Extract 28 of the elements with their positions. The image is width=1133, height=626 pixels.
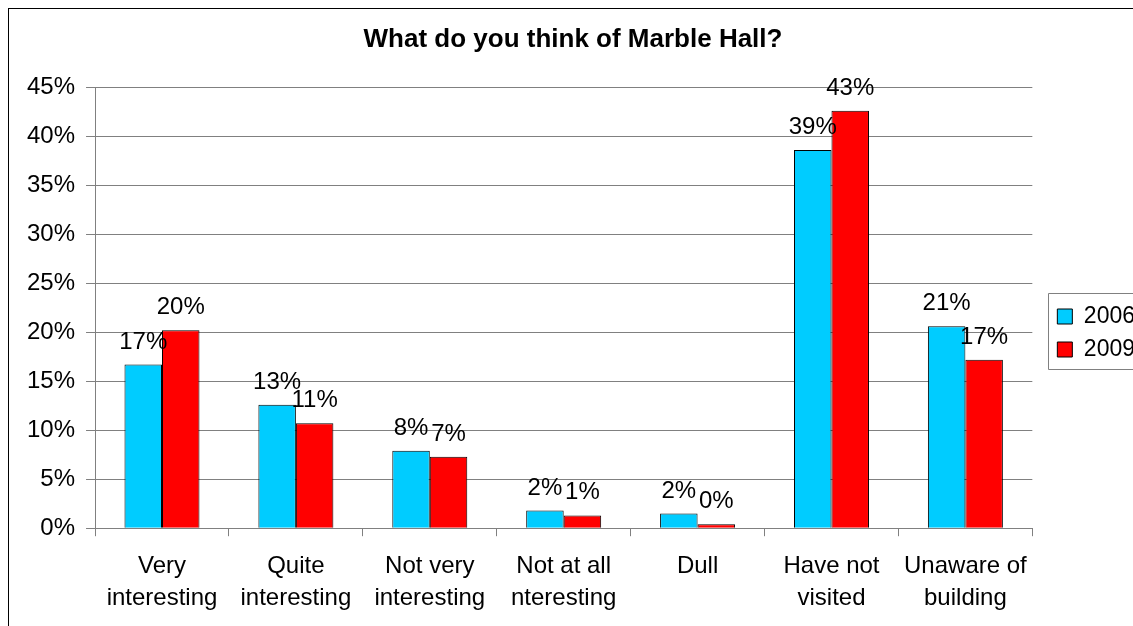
x-tick-label: Quite interesting xyxy=(240,551,352,611)
y-tick-label: 40% xyxy=(26,120,76,148)
y-tick-label: 20% xyxy=(26,316,76,344)
chart-title: What do you think of Marble Hall? xyxy=(363,22,783,53)
x-tick-label: Have not visited xyxy=(783,551,880,611)
y-tick-label: 30% xyxy=(26,218,76,246)
legend-label: 2009 xyxy=(1083,334,1133,361)
data-label: 43% xyxy=(826,72,875,100)
y-tick-label: 35% xyxy=(26,169,76,197)
x-tick-label: Not very interesting xyxy=(374,551,486,611)
x-tick-label: Unaware of building xyxy=(904,551,1028,611)
x-tick-label: Dull xyxy=(676,551,719,579)
data-label: 2% xyxy=(527,472,563,500)
y-tick-label: 0% xyxy=(40,512,76,540)
y-tick-label: 10% xyxy=(26,414,76,442)
data-label: 7% xyxy=(431,418,466,446)
data-label: 8% xyxy=(393,412,429,440)
y-tick-label: 15% xyxy=(26,365,76,393)
data-label: 1% xyxy=(565,477,600,505)
y-tick-label: 25% xyxy=(26,267,76,295)
data-label: 20% xyxy=(156,292,205,320)
data-label: 0% xyxy=(698,486,734,514)
y-tick-label: 5% xyxy=(40,463,76,491)
x-tick-label: Not at all nteresting xyxy=(510,551,617,611)
y-tick-label: 45% xyxy=(26,71,76,99)
x-tick-label: Very interesting xyxy=(106,551,218,611)
data-label: 2% xyxy=(661,475,697,503)
data-label: 21% xyxy=(922,288,971,316)
